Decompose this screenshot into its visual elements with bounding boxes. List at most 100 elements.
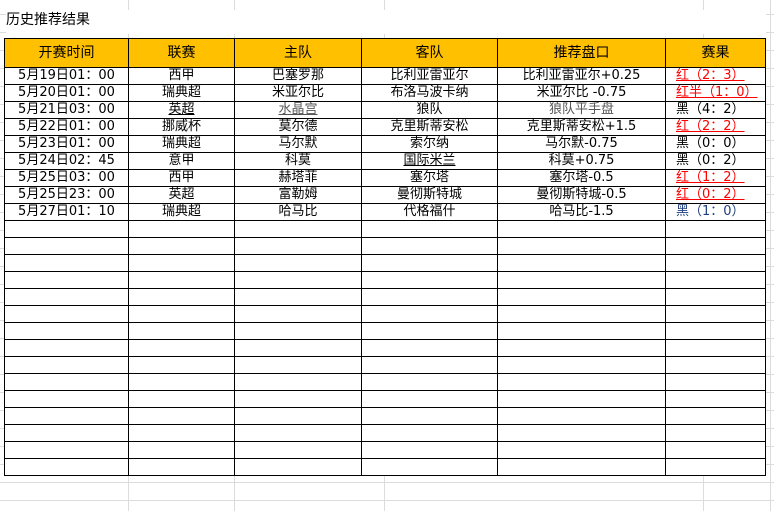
- empty-cell[interactable]: [128, 220, 235, 238]
- cell-away[interactable]: 索尔纳: [361, 135, 498, 153]
- header-league[interactable]: 联赛: [128, 38, 235, 68]
- empty-cell[interactable]: [4, 339, 129, 357]
- cell-home[interactable]: 水晶宫: [234, 101, 362, 119]
- cell-pick[interactable]: 马尔默-0.75: [497, 135, 666, 153]
- empty-cell[interactable]: [361, 339, 498, 357]
- cell-time[interactable]: 5月27日01：10: [4, 203, 129, 221]
- cell-time[interactable]: 5月24日02：45: [4, 152, 129, 170]
- cell-result[interactable]: 红（2：2）: [665, 118, 766, 136]
- empty-cell[interactable]: [665, 220, 766, 238]
- empty-cell[interactable]: [665, 424, 766, 442]
- header-pick[interactable]: 推荐盘口: [497, 38, 666, 68]
- cell-league[interactable]: 瑞典超: [128, 84, 235, 102]
- empty-cell[interactable]: [128, 237, 235, 255]
- cell-league[interactable]: 瑞典超: [128, 135, 235, 153]
- cell-away[interactable]: 狼队: [361, 101, 498, 119]
- cell-result[interactable]: 黑（0：0）: [665, 135, 766, 153]
- empty-cell[interactable]: [497, 424, 666, 442]
- empty-cell[interactable]: [361, 424, 498, 442]
- empty-cell[interactable]: [234, 271, 362, 289]
- empty-cell[interactable]: [234, 390, 362, 408]
- empty-cell[interactable]: [497, 305, 666, 323]
- empty-cell[interactable]: [4, 237, 129, 255]
- header-home[interactable]: 主队: [234, 38, 362, 68]
- cell-away[interactable]: 曼彻斯特城: [361, 186, 498, 204]
- empty-cell[interactable]: [234, 373, 362, 391]
- cell-away[interactable]: 国际米兰: [361, 152, 498, 170]
- empty-cell[interactable]: [4, 356, 129, 374]
- empty-cell[interactable]: [128, 339, 235, 357]
- empty-cell[interactable]: [665, 237, 766, 255]
- header-time[interactable]: 开赛时间: [4, 38, 129, 68]
- cell-pick[interactable]: 米亚尔比 -0.75: [497, 84, 666, 102]
- cell-pick[interactable]: 克里斯蒂安松+1.5: [497, 118, 666, 136]
- empty-cell[interactable]: [234, 356, 362, 374]
- empty-cell[interactable]: [4, 458, 129, 476]
- empty-cell[interactable]: [234, 237, 362, 255]
- empty-cell[interactable]: [128, 288, 235, 306]
- cell-time[interactable]: 5月23日01：00: [4, 135, 129, 153]
- cell-away[interactable]: 布洛马波卡纳: [361, 84, 498, 102]
- cell-away[interactable]: 比利亚雷亚尔: [361, 67, 498, 85]
- empty-cell[interactable]: [234, 322, 362, 340]
- empty-cell[interactable]: [497, 441, 666, 459]
- empty-cell[interactable]: [128, 458, 235, 476]
- empty-cell[interactable]: [361, 220, 498, 238]
- empty-cell[interactable]: [497, 288, 666, 306]
- empty-cell[interactable]: [4, 390, 129, 408]
- empty-cell[interactable]: [234, 305, 362, 323]
- cell-pick[interactable]: 科莫+0.75: [497, 152, 666, 170]
- empty-cell[interactable]: [4, 220, 129, 238]
- cell-pick[interactable]: 狼队平手盘: [497, 101, 666, 119]
- empty-cell[interactable]: [128, 254, 235, 272]
- empty-cell[interactable]: [665, 390, 766, 408]
- empty-cell[interactable]: [4, 288, 129, 306]
- empty-cell[interactable]: [497, 322, 666, 340]
- cell-home[interactable]: 赫塔菲: [234, 169, 362, 187]
- empty-cell[interactable]: [4, 424, 129, 442]
- empty-cell[interactable]: [665, 339, 766, 357]
- cell-result[interactable]: 黑（1：0）: [665, 203, 766, 221]
- empty-cell[interactable]: [497, 237, 666, 255]
- empty-cell[interactable]: [361, 458, 498, 476]
- cell-away[interactable]: 克里斯蒂安松: [361, 118, 498, 136]
- cell-time[interactable]: 5月20日01：00: [4, 84, 129, 102]
- cell-league[interactable]: 西甲: [128, 67, 235, 85]
- empty-cell[interactable]: [128, 305, 235, 323]
- empty-cell[interactable]: [497, 458, 666, 476]
- empty-cell[interactable]: [665, 322, 766, 340]
- cell-time[interactable]: 5月19日01：00: [4, 67, 129, 85]
- cell-league[interactable]: 挪威杯: [128, 118, 235, 136]
- cell-time[interactable]: 5月21日03：00: [4, 101, 129, 119]
- empty-cell[interactable]: [4, 322, 129, 340]
- empty-cell[interactable]: [4, 407, 129, 425]
- cell-home[interactable]: 哈马比: [234, 203, 362, 221]
- empty-cell[interactable]: [361, 390, 498, 408]
- empty-cell[interactable]: [665, 305, 766, 323]
- empty-cell[interactable]: [128, 441, 235, 459]
- cell-result[interactable]: 黑（4：2）: [665, 101, 766, 119]
- cell-result[interactable]: 红（0：2）: [665, 186, 766, 204]
- empty-cell[interactable]: [665, 373, 766, 391]
- empty-cell[interactable]: [128, 356, 235, 374]
- empty-cell[interactable]: [361, 237, 498, 255]
- empty-cell[interactable]: [4, 373, 129, 391]
- empty-cell[interactable]: [234, 339, 362, 357]
- cell-league[interactable]: 西甲: [128, 169, 235, 187]
- cell-time[interactable]: 5月25日03：00: [4, 169, 129, 187]
- empty-cell[interactable]: [497, 254, 666, 272]
- empty-cell[interactable]: [665, 458, 766, 476]
- empty-cell[interactable]: [361, 356, 498, 374]
- empty-cell[interactable]: [361, 407, 498, 425]
- empty-cell[interactable]: [234, 407, 362, 425]
- cell-league[interactable]: 英超: [128, 186, 235, 204]
- empty-cell[interactable]: [665, 441, 766, 459]
- empty-cell[interactable]: [361, 441, 498, 459]
- empty-cell[interactable]: [234, 424, 362, 442]
- cell-time[interactable]: 5月22日01：00: [4, 118, 129, 136]
- cell-league[interactable]: 意甲: [128, 152, 235, 170]
- cell-league[interactable]: 英超: [128, 101, 235, 119]
- cell-home[interactable]: 米亚尔比: [234, 84, 362, 102]
- empty-cell[interactable]: [4, 271, 129, 289]
- cell-home[interactable]: 莫尔德: [234, 118, 362, 136]
